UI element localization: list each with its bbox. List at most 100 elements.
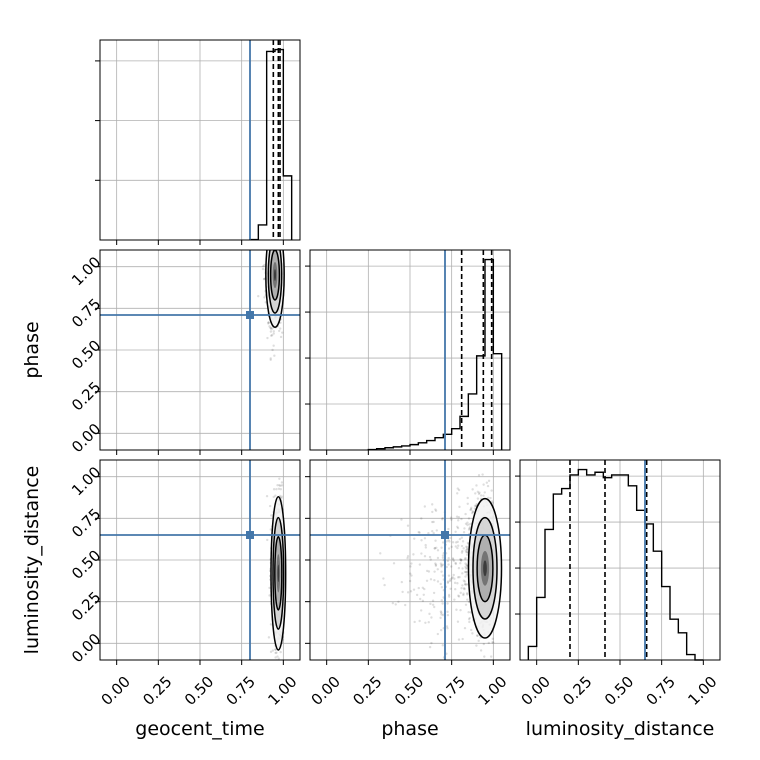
sample-point [269,330,273,333]
sample-point [275,671,277,673]
sample-point [490,489,493,492]
ylabel-luminosity-distance: luminosity_distance [21,466,43,655]
sample-point [469,508,473,511]
sample-point [446,613,450,617]
sample-point [458,505,461,509]
sample-point [412,588,416,591]
sample-point [441,554,445,557]
sample-point [268,586,271,590]
sample-point [439,616,442,620]
sample-point [447,593,451,597]
sample-point [482,483,485,486]
sample-point [434,508,437,511]
sample-point [456,620,460,623]
density-contour [277,564,280,583]
sample-point [465,592,469,595]
sample-point [466,553,469,557]
sample-point [280,495,284,498]
sample-point [471,510,475,514]
sample-point [440,613,443,616]
sample-point [457,515,461,519]
sample-point [464,562,467,565]
sample-point [268,504,272,508]
sample-point [450,577,454,580]
sample-point [404,603,407,607]
sample-point [271,348,274,352]
sample-point [456,526,460,530]
sample-point [268,594,271,597]
y-tick-label: 0.00 [68,420,104,456]
sample-point [471,511,474,515]
sample-point [490,500,494,503]
sample-point [459,558,463,561]
sample-point [436,632,440,636]
sample-point [478,491,481,494]
sample-point [476,634,479,638]
joint-panel-phase-luminosity_distance [309,459,511,666]
sample-point [465,573,468,576]
sample-point [454,588,457,591]
sample-point [477,664,479,666]
sample-point [456,546,459,550]
sample-point [279,487,283,491]
sample-point [279,484,282,488]
sample-point [269,326,272,330]
sample-point [278,477,281,480]
sample-point [451,557,455,560]
sample-point [446,610,449,614]
sample-point [281,331,284,334]
x-tick-label: 0.25 [139,673,175,709]
sample-point [269,650,273,654]
sample-point [441,541,445,544]
sample-point [441,516,444,520]
sample-point [475,502,478,506]
sample-point [449,536,452,540]
sample-point [460,536,464,539]
sample-point [434,509,438,512]
joint-panel-geocent_time-luminosity_distance [99,459,301,678]
sample-point [464,557,467,561]
x-tick-label: 1.00 [264,673,300,709]
sample-point [273,676,275,678]
sample-point [279,335,283,339]
sample-point [465,551,468,554]
sample-point [464,556,467,560]
y-tick-label: 0.75 [68,295,104,331]
sample-point [440,585,444,589]
sample-point [467,600,471,604]
sample-point [452,559,456,563]
x-tick-label: 0.00 [518,673,554,709]
sample-point [431,603,435,606]
sample-point [440,599,443,602]
sample-point [461,567,464,570]
sample-point [271,649,275,652]
sample-point [436,580,440,583]
sample-point [434,562,437,565]
sample-point [391,601,395,605]
sample-point [439,628,443,632]
sample-point [453,598,456,601]
sample-point [274,656,277,659]
x-tick-label: 0.50 [391,673,427,709]
sample-point [441,613,445,617]
sample-point [417,586,420,590]
sample-point [448,579,452,583]
sample-point [263,296,266,299]
sample-point [474,492,477,495]
sample-point [420,539,423,542]
sample-point [476,497,480,500]
sample-point [418,619,421,623]
sample-point [435,529,438,532]
sample-point [451,576,454,579]
sample-point [466,598,469,601]
sample-point [422,593,425,596]
sample-point [273,354,276,357]
sample-point [467,610,470,614]
hist-panel-geocent_time [95,39,301,241]
sample-point [485,660,487,662]
sample-point [274,494,277,497]
sample-point [449,516,453,519]
sample-point [451,541,455,544]
sample-point [471,488,474,491]
sample-point [278,484,281,487]
